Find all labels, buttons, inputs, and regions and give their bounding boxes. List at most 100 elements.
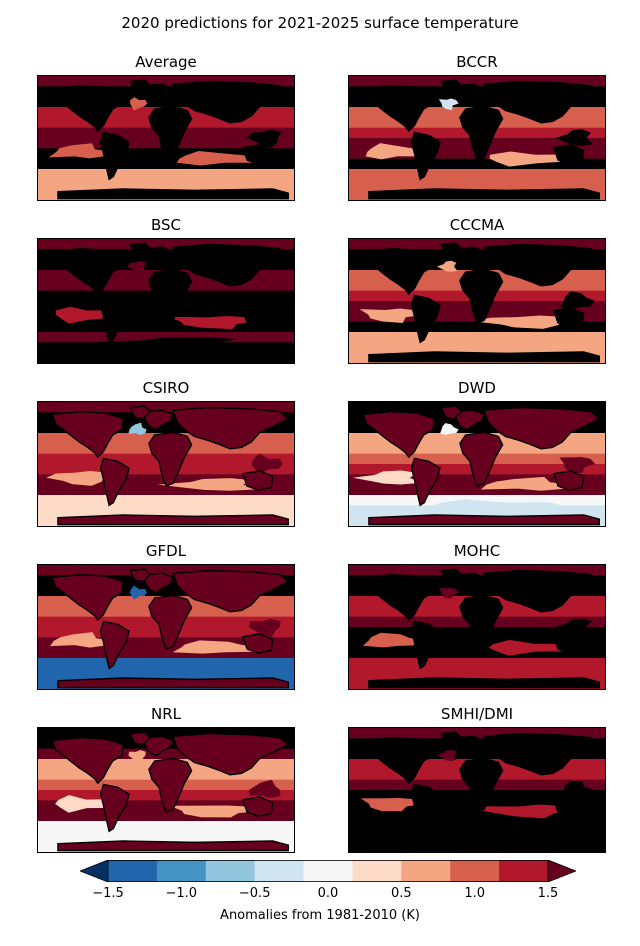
lat-band bbox=[349, 169, 605, 180]
colorbar-extend-low bbox=[80, 860, 109, 882]
lat-band bbox=[349, 96, 605, 108]
anomaly-region bbox=[128, 422, 147, 435]
anomaly-region bbox=[362, 632, 426, 648]
lat-band bbox=[38, 831, 294, 843]
anomaly-region bbox=[554, 618, 593, 636]
lat-band bbox=[38, 505, 294, 517]
lat-band bbox=[38, 96, 294, 108]
anomaly-region bbox=[475, 315, 570, 329]
anomaly-region bbox=[439, 423, 459, 435]
panel-title-dwd: DWD bbox=[458, 379, 496, 397]
colorbar-segment bbox=[205, 860, 256, 882]
panel-title-mohc: MOHC bbox=[453, 542, 501, 560]
coastline bbox=[412, 621, 440, 668]
lat-band bbox=[349, 484, 605, 496]
anomaly-region bbox=[115, 499, 257, 510]
coastline bbox=[554, 471, 584, 490]
lat-band bbox=[38, 748, 294, 760]
lat-band bbox=[38, 585, 294, 597]
coastline bbox=[412, 295, 440, 342]
map-bsc bbox=[37, 238, 295, 364]
coastline bbox=[58, 352, 288, 362]
colorbar-tick-label: 1.5 bbox=[537, 886, 559, 901]
coastline bbox=[130, 569, 150, 581]
panel-title-smhi-dmi: SMHI/DMI bbox=[440, 705, 514, 723]
coastline bbox=[363, 412, 434, 457]
map-nrl bbox=[37, 727, 295, 853]
coastline bbox=[460, 432, 503, 486]
coastline bbox=[243, 634, 273, 653]
map-field-nrl bbox=[38, 728, 294, 852]
lat-band bbox=[38, 158, 294, 170]
lat-band bbox=[349, 76, 605, 87]
coastline bbox=[143, 247, 173, 266]
anomaly-region bbox=[167, 315, 267, 330]
coastline bbox=[484, 245, 599, 286]
lat-band bbox=[349, 831, 605, 843]
anomaly-region bbox=[251, 453, 283, 475]
anomaly-region bbox=[422, 663, 553, 675]
colorbar-segment bbox=[450, 860, 500, 882]
coastline bbox=[369, 841, 599, 851]
panel-title-cccma: CCCMA bbox=[449, 216, 505, 234]
coastline bbox=[412, 784, 440, 831]
coastline bbox=[243, 471, 273, 490]
coastline bbox=[173, 245, 288, 286]
colorbar-tick-label: 0.0 bbox=[317, 886, 339, 901]
map-average bbox=[37, 75, 295, 201]
coastline bbox=[441, 732, 461, 744]
coastline bbox=[554, 797, 584, 816]
map-smhi-dmi bbox=[348, 727, 606, 853]
coastline bbox=[412, 132, 440, 179]
coastline bbox=[58, 189, 288, 199]
anomaly-region bbox=[172, 640, 267, 654]
colorbar-extend-high bbox=[547, 860, 576, 882]
lat-band bbox=[38, 821, 294, 832]
anomaly-region bbox=[55, 306, 113, 324]
map-dwd bbox=[348, 401, 606, 527]
coastline bbox=[363, 575, 434, 620]
lat-band bbox=[38, 332, 294, 343]
anomaly-region bbox=[352, 470, 421, 485]
colorbar-segment bbox=[156, 860, 207, 882]
coastline bbox=[130, 406, 150, 418]
lat-band bbox=[349, 658, 605, 669]
coastline bbox=[369, 515, 599, 525]
anomaly-region bbox=[110, 664, 258, 674]
lat-band bbox=[349, 332, 605, 343]
anomaly-region bbox=[413, 174, 556, 185]
coastline bbox=[363, 86, 434, 131]
coastline bbox=[454, 736, 484, 755]
lat-band bbox=[38, 484, 294, 496]
anomaly-region bbox=[248, 290, 283, 310]
anomaly-region bbox=[422, 336, 559, 348]
lat-band bbox=[38, 259, 294, 271]
coastline bbox=[460, 106, 503, 160]
panel-title-average: Average bbox=[135, 53, 197, 71]
lat-band bbox=[38, 169, 294, 180]
colorbar bbox=[80, 860, 576, 882]
map-bccr bbox=[348, 75, 606, 201]
anomaly-region bbox=[169, 805, 268, 818]
coastline bbox=[130, 732, 150, 744]
lat-band bbox=[38, 321, 294, 333]
panel-title-bsc: BSC bbox=[150, 216, 182, 234]
colorbar-tick-label: 1.0 bbox=[464, 886, 486, 901]
lat-band bbox=[38, 810, 294, 822]
colorbar-segment bbox=[401, 860, 451, 882]
coastline bbox=[149, 595, 192, 649]
coastline bbox=[484, 571, 599, 612]
colorbar-segment bbox=[254, 860, 304, 882]
lat-band bbox=[349, 748, 605, 760]
colorbar-segment bbox=[499, 860, 549, 882]
coastline bbox=[101, 784, 129, 831]
anomaly-region bbox=[439, 587, 459, 599]
anomaly-region bbox=[130, 97, 148, 111]
coastline bbox=[173, 82, 288, 123]
lat-band bbox=[38, 76, 294, 87]
coastline bbox=[369, 189, 599, 199]
lat-band bbox=[38, 179, 294, 191]
map-field-smhi-dmi bbox=[349, 728, 605, 852]
anomaly-region bbox=[246, 129, 282, 148]
anomaly-region bbox=[108, 174, 256, 186]
